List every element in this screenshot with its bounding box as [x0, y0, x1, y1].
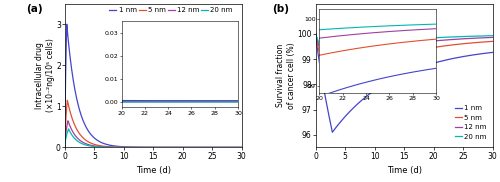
5 nm	[130, 146, 136, 149]
1 nm	[130, 146, 136, 148]
12 nm	[419, 41, 425, 43]
1 nm	[177, 146, 183, 149]
5 nm	[64, 99, 70, 101]
20 nm	[419, 37, 425, 40]
12 nm	[168, 146, 174, 149]
20 nm	[345, 46, 351, 48]
5 nm	[490, 40, 496, 42]
12 nm	[444, 39, 450, 41]
Line: 5 nm: 5 nm	[65, 100, 242, 147]
5 nm	[168, 146, 174, 149]
1 nm	[330, 131, 336, 133]
12 nm	[324, 64, 330, 67]
5 nm	[238, 146, 244, 149]
1 nm	[238, 146, 244, 149]
Text: (b): (b)	[272, 4, 288, 14]
Text: (a): (a)	[26, 4, 43, 14]
5 nm	[419, 48, 425, 51]
5 nm	[444, 44, 450, 47]
12 nm	[177, 146, 183, 149]
5 nm	[380, 58, 386, 60]
X-axis label: Time (d): Time (d)	[386, 166, 422, 175]
5 nm	[458, 43, 464, 45]
20 nm	[177, 146, 183, 149]
12 nm	[490, 36, 496, 39]
5 nm	[62, 146, 68, 149]
12 nm	[458, 38, 464, 40]
1 nm	[490, 51, 496, 54]
12 nm	[62, 146, 68, 149]
5 nm	[313, 33, 319, 35]
Line: 20 nm: 20 nm	[65, 129, 242, 147]
Y-axis label: Intracellular drug
(×10⁻²ng/10⁵ cells): Intracellular drug (×10⁻²ng/10⁵ cells)	[35, 39, 54, 112]
1 nm	[444, 59, 450, 61]
1 nm	[62, 146, 68, 149]
20 nm	[168, 146, 174, 149]
Y-axis label: Survival fraction
of cancer cell (%): Survival fraction of cancer cell (%)	[276, 42, 296, 109]
5 nm	[326, 87, 332, 89]
20 nm	[62, 146, 68, 149]
1 nm	[458, 56, 464, 58]
Line: 20 nm: 20 nm	[316, 34, 492, 53]
12 nm	[428, 40, 434, 42]
5 nm	[345, 74, 351, 76]
12 nm	[65, 120, 71, 122]
20 nm	[94, 146, 100, 148]
20 nm	[194, 146, 200, 149]
1 nm	[208, 146, 214, 149]
20 nm	[380, 41, 386, 43]
12 nm	[313, 33, 319, 35]
20 nm	[238, 146, 244, 149]
12 nm	[130, 146, 136, 149]
Line: 1 nm: 1 nm	[65, 24, 242, 147]
12 nm	[194, 146, 200, 149]
20 nm	[66, 128, 71, 130]
20 nm	[444, 36, 450, 38]
Line: 1 nm: 1 nm	[316, 34, 492, 132]
5 nm	[194, 146, 200, 149]
Legend: 1 nm, 5 nm, 12 nm, 20 nm: 1 nm, 5 nm, 12 nm, 20 nm	[106, 4, 236, 16]
5 nm	[208, 146, 214, 149]
1 nm	[419, 66, 425, 68]
5 nm	[94, 144, 100, 146]
5 nm	[428, 47, 434, 49]
20 nm	[321, 52, 327, 54]
20 nm	[428, 37, 434, 39]
12 nm	[238, 146, 244, 149]
Legend: 1 nm, 5 nm, 12 nm, 20 nm: 1 nm, 5 nm, 12 nm, 20 nm	[452, 102, 489, 143]
20 nm	[313, 33, 319, 35]
12 nm	[380, 47, 386, 49]
1 nm	[345, 112, 351, 114]
20 nm	[490, 35, 496, 37]
12 nm	[208, 146, 214, 149]
1 nm	[194, 146, 200, 149]
X-axis label: Time (d): Time (d)	[136, 166, 171, 175]
1 nm	[313, 33, 319, 35]
20 nm	[130, 146, 136, 149]
Line: 12 nm: 12 nm	[316, 34, 492, 66]
Line: 12 nm: 12 nm	[65, 121, 242, 147]
1 nm	[428, 63, 434, 65]
1 nm	[64, 23, 70, 25]
12 nm	[345, 56, 351, 58]
1 nm	[168, 146, 174, 149]
5 nm	[177, 146, 183, 149]
12 nm	[94, 145, 100, 147]
20 nm	[208, 146, 214, 149]
1 nm	[380, 83, 386, 86]
Line: 5 nm: 5 nm	[316, 34, 492, 88]
1 nm	[94, 139, 100, 141]
20 nm	[458, 35, 464, 38]
